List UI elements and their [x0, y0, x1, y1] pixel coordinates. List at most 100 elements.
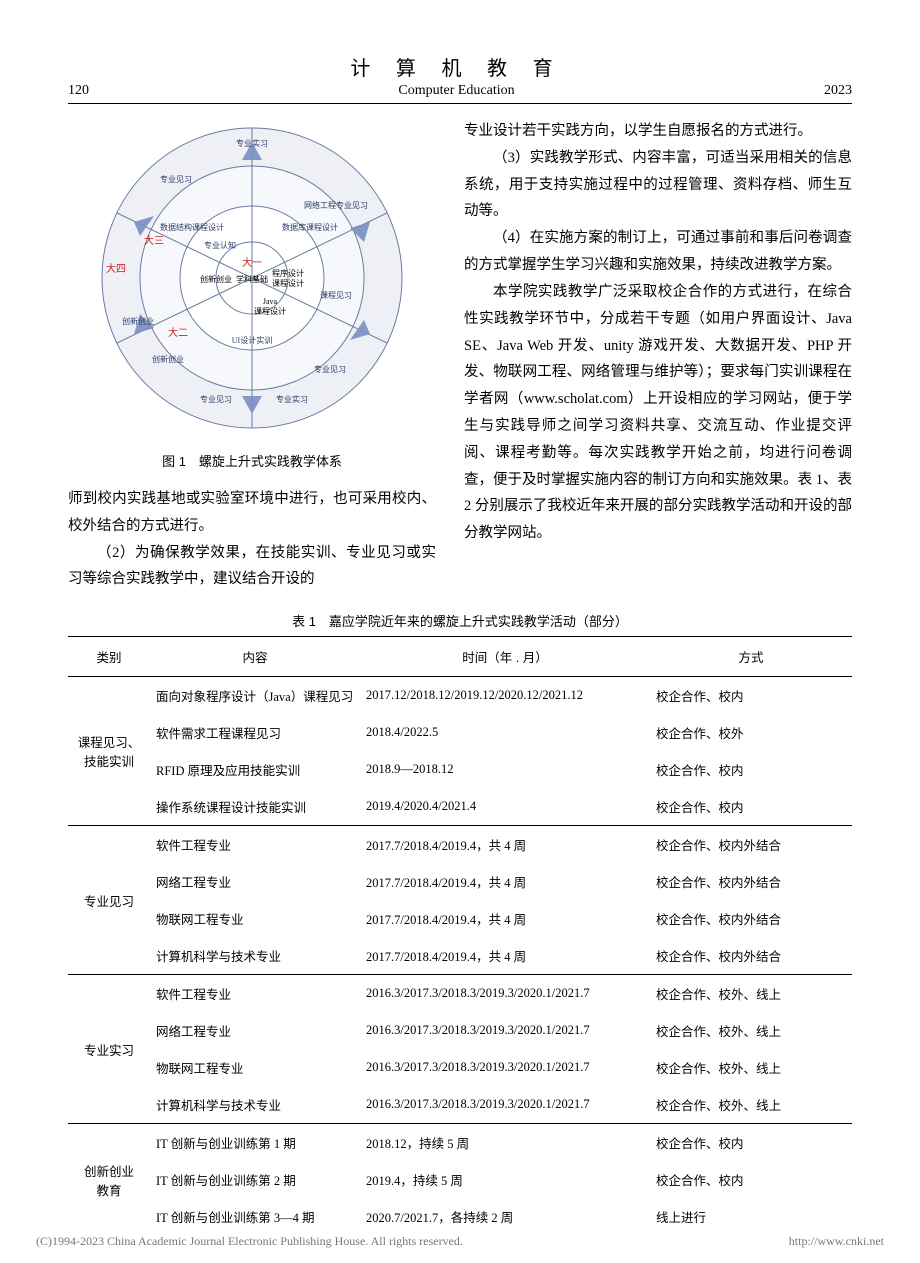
right-paragraph: （4）在实施方案的制订上，可通过事前和事后问卷调查的方式掌握学生学习兴趣和实施效… — [464, 225, 852, 279]
outer-item: 专业实习 — [236, 138, 268, 148]
table-cell: 校企合作、校内外结合 — [650, 826, 852, 864]
page-number: 120 — [68, 83, 89, 99]
ring-item: 课程见习 — [320, 291, 352, 300]
center-item: 程序设计 — [272, 268, 304, 278]
outer-item: 创新创业 — [152, 354, 184, 364]
table-row: RFID 原理及应用技能实训2018.9—2018.12校企合作、校内 — [68, 751, 852, 788]
two-column-region: 大一 大二 大三 大四 创新创业 学科基础 程序设计 课程设计 Java 课程设… — [68, 118, 852, 593]
table-cell: 物联网工程专业 — [150, 1049, 360, 1086]
table-cell: 校企合作、校内外结合 — [650, 937, 852, 975]
table-cell: 校企合作、校内 — [650, 677, 852, 715]
journal-title: 计 算 机 教 育 Computer Education — [89, 52, 824, 99]
outer-item: 创新创业 — [122, 316, 154, 326]
table-cell: 校企合作、校外、线上 — [650, 1049, 852, 1086]
year-4-label: 大四 — [106, 262, 126, 275]
footer-url: http://www.cnki.net — [789, 1234, 884, 1249]
page-header: 120 计 算 机 教 育 Computer Education 2023 — [68, 52, 852, 104]
ring-item: 专业认知 — [204, 240, 236, 250]
center-item: 课程设计 — [272, 278, 304, 288]
year: 2023 — [824, 83, 852, 99]
journal-title-cn: 计 算 机 教 育 — [89, 52, 824, 81]
year-2-label: 大二 — [168, 326, 188, 339]
figure-1: 大一 大二 大三 大四 创新创业 学科基础 程序设计 课程设计 Java 课程设… — [68, 118, 436, 470]
table-cell: 校企合作、校内 — [650, 1161, 852, 1198]
table-cell: 2017.12/2018.12/2019.12/2020.12/2021.12 — [360, 677, 650, 715]
table-cell: IT 创新与创业训练第 1 期 — [150, 1124, 360, 1162]
table-cell: RFID 原理及应用技能实训 — [150, 751, 360, 788]
table-row: 计算机科学与技术专业2016.3/2017.3/2018.3/2019.3/20… — [68, 1086, 852, 1124]
table-cell: 校企合作、校外、线上 — [650, 1012, 852, 1049]
table-row: 操作系统课程设计技能实训2019.4/2020.4/2021.4校企合作、校内 — [68, 788, 852, 826]
table-cell: 2019.4，持续 5 周 — [360, 1161, 650, 1198]
left-column: 大一 大二 大三 大四 创新创业 学科基础 程序设计 课程设计 Java 课程设… — [68, 118, 436, 593]
table-cell: 线上进行 — [650, 1198, 852, 1235]
table-cell: 操作系统课程设计技能实训 — [150, 788, 360, 826]
outer-item: 专业实习 — [276, 394, 308, 404]
center-item: 课程设计 — [254, 306, 286, 316]
table-header: 内容 — [150, 637, 360, 677]
table-cell: 2016.3/2017.3/2018.3/2019.3/2020.1/2021.… — [360, 1049, 650, 1086]
ring-item: UI设计实训 — [232, 335, 272, 345]
table-row: IT 创新与创业训练第 3—4 期2020.7/2021.7，各持续 2 周线上… — [68, 1198, 852, 1235]
table-row: 课程见习、 技能实训面向对象程序设计（Java）课程见习2017.12/2018… — [68, 677, 852, 715]
ring-item: 数据结构课程设计 — [160, 222, 224, 232]
table-1: 类别 内容 时间（年 . 月） 方式 课程见习、 技能实训面向对象程序设计（Ja… — [68, 636, 852, 1235]
table-cell: 校企合作、校内 — [650, 1124, 852, 1162]
table-cell: 网络工程专业 — [150, 1012, 360, 1049]
outer-item: 专业见习 — [160, 174, 192, 184]
spiral-diagram-svg: 大一 大二 大三 大四 创新创业 学科基础 程序设计 课程设计 Java 课程设… — [92, 118, 412, 438]
center-item: Java — [263, 297, 278, 306]
table-row: 创新创业 教育IT 创新与创业训练第 1 期2018.12，持续 5 周校企合作… — [68, 1124, 852, 1162]
right-paragraph: （3）实践教学形式、内容丰富，可适当采用相关的信息系统，用于支持实施过程中的过程… — [464, 145, 852, 225]
outer-item: 专业见习 — [200, 394, 232, 404]
footer-copyright: (C)1994-2023 China Academic Journal Elec… — [36, 1234, 463, 1249]
table-category-cell: 专业见习 — [68, 826, 150, 975]
table-cell: 2017.7/2018.4/2019.4，共 4 周 — [360, 826, 650, 864]
table-row: 专业见习软件工程专业2017.7/2018.4/2019.4，共 4 周校企合作… — [68, 826, 852, 864]
table-cell: 2018.4/2022.5 — [360, 714, 650, 751]
figure-1-caption: 图 1 螺旋上升式实践教学体系 — [68, 451, 436, 470]
center-item: 创新创业 — [200, 274, 232, 284]
table-cell: 2018.9—2018.12 — [360, 751, 650, 788]
table-row: 物联网工程专业2017.7/2018.4/2019.4，共 4 周校企合作、校内… — [68, 900, 852, 937]
table-row: IT 创新与创业训练第 2 期2019.4，持续 5 周校企合作、校内 — [68, 1161, 852, 1198]
table-cell: 2019.4/2020.4/2021.4 — [360, 788, 650, 826]
table-category-cell: 专业实习 — [68, 975, 150, 1124]
center-item: 学科基础 — [236, 274, 268, 284]
table-cell: 2017.7/2018.4/2019.4，共 4 周 — [360, 900, 650, 937]
table-cell: 校企合作、校外 — [650, 714, 852, 751]
table-cell: 2016.3/2017.3/2018.3/2019.3/2020.1/2021.… — [360, 975, 650, 1013]
page: 120 计 算 机 教 育 Computer Education 2023 — [0, 0, 920, 1263]
table-header: 方式 — [650, 637, 852, 677]
right-paragraph: 专业设计若干实践方向，以学生自愿报名的方式进行。 — [464, 118, 852, 145]
table-cell: 计算机科学与技术专业 — [150, 1086, 360, 1124]
year-1-label: 大一 — [242, 256, 262, 269]
table-cell: 面向对象程序设计（Java）课程见习 — [150, 677, 360, 715]
table-row: 网络工程专业2017.7/2018.4/2019.4，共 4 周校企合作、校内外… — [68, 863, 852, 900]
table-cell: 2016.3/2017.3/2018.3/2019.3/2020.1/2021.… — [360, 1012, 650, 1049]
ring-item: 网络工程专业见习 — [304, 200, 368, 210]
right-paragraph: 本学院实践教学广泛采取校企合作的方式进行，在综合性实践教学环节中，分成若干专题（… — [464, 279, 852, 547]
table-cell: 2018.12，持续 5 周 — [360, 1124, 650, 1162]
left-paragraph: 师到校内实践基地或实验室环境中进行，也可采用校内、校外结合的方式进行。 — [68, 486, 436, 540]
table-1-caption: 表 1 嘉应学院近年来的螺旋上升式实践教学活动（部分） — [68, 611, 852, 630]
table-cell: 软件工程专业 — [150, 975, 360, 1013]
left-paragraph: （2）为确保教学效果，在技能实训、专业见习或实习等综合实践教学中，建议结合开设的 — [68, 540, 436, 594]
table-cell: 计算机科学与技术专业 — [150, 937, 360, 975]
outer-item: 专业见习 — [314, 364, 346, 374]
table-cell: 校企合作、校外、线上 — [650, 1086, 852, 1124]
table-cell: 校企合作、校内 — [650, 751, 852, 788]
table-cell: 2016.3/2017.3/2018.3/2019.3/2020.1/2021.… — [360, 1086, 650, 1124]
table-row: 网络工程专业2016.3/2017.3/2018.3/2019.3/2020.1… — [68, 1012, 852, 1049]
table-cell: IT 创新与创业训练第 2 期 — [150, 1161, 360, 1198]
table-cell: 2017.7/2018.4/2019.4，共 4 周 — [360, 937, 650, 975]
table-category-cell: 课程见习、 技能实训 — [68, 677, 150, 826]
table-header-row: 类别 内容 时间（年 . 月） 方式 — [68, 637, 852, 677]
table-row: 专业实习软件工程专业2016.3/2017.3/2018.3/2019.3/20… — [68, 975, 852, 1013]
table-cell: 2017.7/2018.4/2019.4，共 4 周 — [360, 863, 650, 900]
table-cell: 校企合作、校内 — [650, 788, 852, 826]
page-footer: (C)1994-2023 China Academic Journal Elec… — [36, 1234, 884, 1249]
right-column: 专业设计若干实践方向，以学生自愿报名的方式进行。 （3）实践教学形式、内容丰富，… — [464, 118, 852, 593]
year-3-label: 大三 — [144, 234, 164, 247]
table-cell: 网络工程专业 — [150, 863, 360, 900]
